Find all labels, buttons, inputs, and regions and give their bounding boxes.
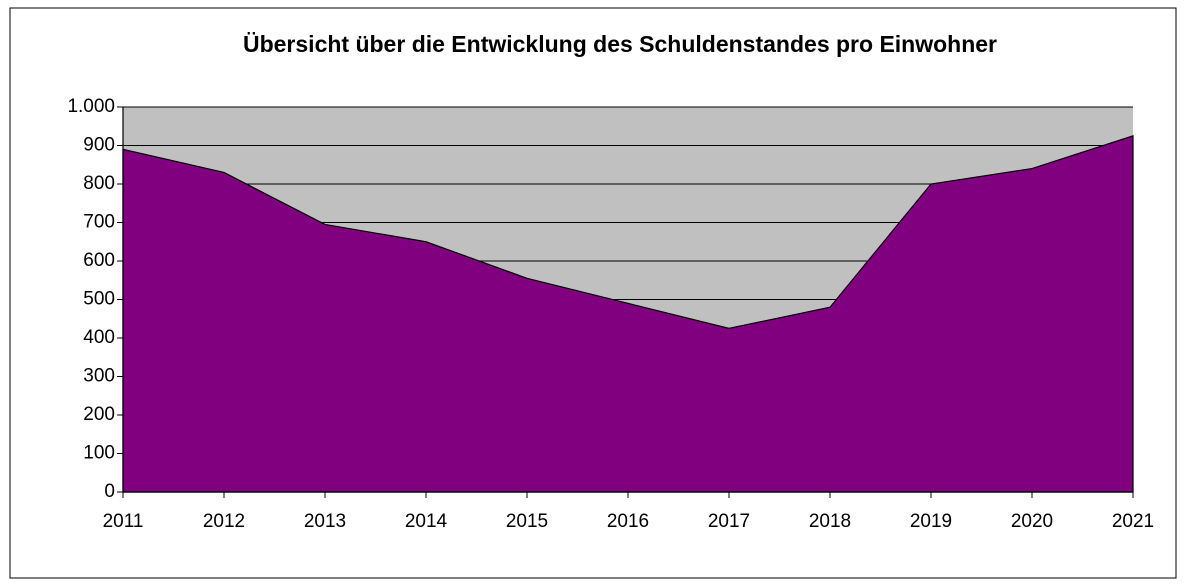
x-tick-label: 2011: [103, 511, 144, 532]
area: [122, 135, 1134, 493]
y-tick-label: 1.000: [67, 96, 115, 117]
y-tick-label: 400: [83, 327, 115, 348]
y-tick-label: 300: [83, 366, 115, 387]
y-tick-label: 0: [104, 481, 115, 502]
x-tick-label: 2014: [405, 511, 448, 532]
x-tick-label: 2015: [506, 511, 548, 532]
x-tick-label: 2020: [1011, 511, 1053, 532]
y-tick-label: 100: [83, 443, 115, 464]
y-tick-label: 500: [83, 289, 115, 310]
y-tick-label: 200: [83, 404, 115, 425]
x-tick-label: 2012: [203, 511, 245, 532]
y-tick-label: 600: [83, 250, 115, 271]
y-tick-label: 900: [83, 135, 115, 156]
x-tick-label: 2019: [910, 511, 952, 532]
x-tick-label: 2013: [304, 511, 346, 532]
x-tick-label: 2018: [809, 511, 851, 532]
x-tick-label: 2016: [607, 511, 649, 532]
y-tick-label: 700: [83, 212, 115, 233]
x-tick-label: 2017: [708, 511, 750, 532]
chart-title: Übersicht über die Entwicklung des Schul…: [243, 31, 997, 57]
y-tick-label: 800: [83, 173, 115, 194]
x-tick-label: 2021: [1112, 511, 1154, 532]
